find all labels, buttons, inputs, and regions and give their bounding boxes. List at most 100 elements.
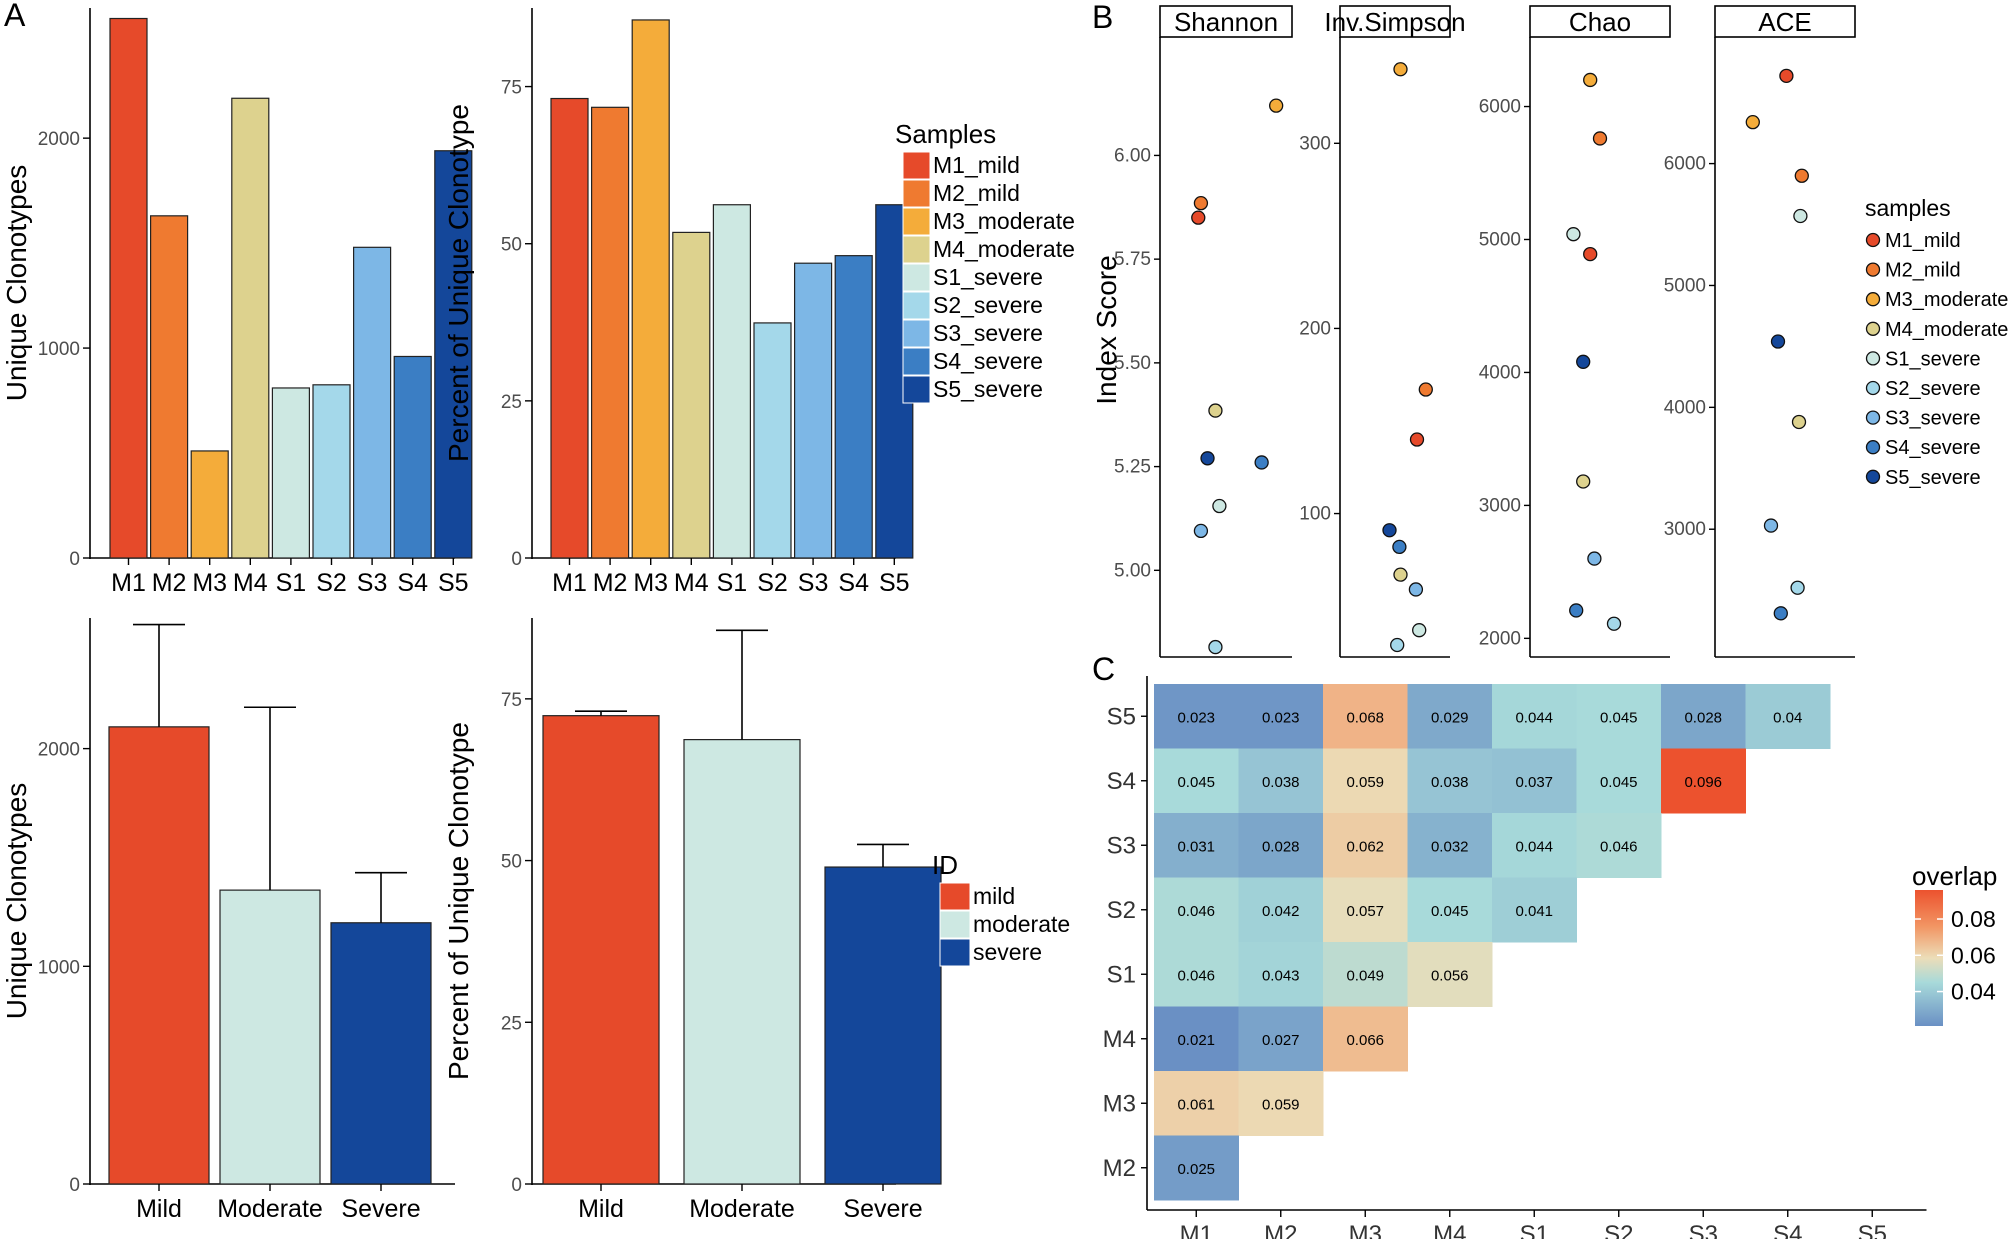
facet-invsimpson: Inv.Simpson 100 200 300 <box>1299 5 1466 658</box>
x-tick-label: S4 <box>838 569 869 597</box>
x-tick-label: M3 <box>633 569 668 597</box>
legend-label: M1_mild <box>1885 230 1961 252</box>
bar <box>393 355 432 559</box>
x-tick-label: S1 <box>717 569 748 597</box>
data-point <box>1408 582 1424 597</box>
x-tick-label: Severe <box>843 1195 922 1223</box>
y-tick-label: 5.50 <box>1114 353 1151 374</box>
heatmap-value: 0.038 <box>1262 774 1300 791</box>
y-axis-title: Percent of Unique Clonotype <box>443 104 474 462</box>
x-tick-label: S3 <box>357 569 388 597</box>
y-tick-label: 1000 <box>38 339 80 360</box>
data-point <box>1793 208 1808 224</box>
data-point <box>1566 227 1581 242</box>
facet-strip <box>1339 5 1451 38</box>
bar <box>590 106 630 559</box>
y-tick-label: 3000 <box>1664 519 1706 540</box>
y-tick-label: 75 <box>501 78 522 99</box>
legend-label: S5_severe <box>933 376 1043 402</box>
bar <box>712 204 752 559</box>
legend-swatch <box>1865 232 1881 248</box>
heatmap-cell <box>1238 813 1324 878</box>
facet-shannon: Shannon 5.00 5.25 5.50 5.75 6.00 <box>1114 5 1293 658</box>
panel-letter-b: B <box>1092 0 1113 35</box>
data-point <box>1794 168 1809 183</box>
facet-title: ACE <box>1758 7 1811 37</box>
heatmap-value: 0.045 <box>1431 903 1469 920</box>
x-tick-label: S3 <box>798 569 829 597</box>
heatmap-cell <box>1492 813 1577 878</box>
bar <box>683 739 801 1185</box>
bar <box>231 97 270 559</box>
heatmap-cell <box>1492 877 1577 943</box>
heatmap-cell <box>1661 748 1746 814</box>
data-point <box>1390 637 1405 653</box>
data-point <box>1393 62 1408 77</box>
legend-label: M2_mild <box>933 180 1020 206</box>
heatmap-value: 0.023 <box>1177 709 1215 726</box>
legend-swatch <box>1865 380 1881 396</box>
x-tick-label: M1 <box>1180 1221 1213 1239</box>
heatmap-cell <box>1154 1135 1239 1201</box>
heatmap-value: 0.028 <box>1262 838 1300 855</box>
heatmap-value: 0.045 <box>1600 709 1638 726</box>
y-tick-label: S1 <box>1107 961 1136 988</box>
data-point <box>1745 115 1760 130</box>
bar <box>542 715 660 1185</box>
legend-swatch <box>1865 440 1881 455</box>
legend-label: S2_severe <box>1885 378 1981 400</box>
heatmap-value: 0.059 <box>1346 774 1384 791</box>
data-point <box>1392 539 1407 555</box>
x-tick-label: M3 <box>192 569 227 597</box>
legend-label: mild <box>973 883 1015 909</box>
bar <box>550 97 589 559</box>
heatmap-value: 0.043 <box>1262 967 1300 984</box>
heatmap-value: 0.044 <box>1515 838 1553 855</box>
heatmap-cell <box>1323 813 1408 878</box>
y-tick-label: 25 <box>501 392 522 413</box>
y-axis-title: Index Score <box>1091 255 1122 404</box>
legend-swatch <box>902 319 931 348</box>
y-tick-label: 75 <box>501 690 522 711</box>
legend-swatch <box>902 375 931 404</box>
x-tick-label: S5 <box>1858 1221 1887 1239</box>
y-tick-label: 2000 <box>38 740 80 761</box>
heatmap-value: 0.025 <box>1177 1161 1215 1178</box>
y-tick-label: 2000 <box>38 129 80 150</box>
x-tick-label: M1 <box>552 569 587 597</box>
legend-label: M4_moderate <box>1885 319 2008 341</box>
data-point <box>1576 354 1591 369</box>
heatmap-value: 0.037 <box>1515 774 1553 791</box>
heatmap-value: 0.021 <box>1177 1032 1215 1049</box>
legend: Samples M1_mildM2_mildM3_moderateM4_moder… <box>895 119 1075 404</box>
facet-chao: Chao 2000 3000 4000 5000 6000 <box>1479 5 1671 658</box>
x-tick-label: S3 <box>1689 1221 1718 1239</box>
heatmap-cell <box>1323 942 1408 1007</box>
panel-c: 0.023 0.023 0.068 0.029 0.044 0.045 0.028 0.04 0… <box>1103 676 1997 1239</box>
heatmap-cell <box>1407 942 1493 1007</box>
heatmap-cell <box>1576 813 1662 878</box>
heatmap-value: 0.028 <box>1684 709 1722 726</box>
legend-swatch <box>902 235 931 264</box>
heatmap-cell <box>1154 813 1239 878</box>
x-tick-label: S4 <box>397 569 428 597</box>
legend-label: S4_severe <box>933 348 1043 374</box>
heatmap-cell <box>1154 1006 1239 1072</box>
legend-title: Samples <box>895 119 996 149</box>
legend-swatch <box>939 938 971 967</box>
bar <box>793 262 833 559</box>
facet-title: Inv.Simpson <box>1324 7 1465 37</box>
heatmap-value: 0.029 <box>1431 709 1469 726</box>
legend-swatch <box>1865 351 1881 366</box>
data-point <box>1576 474 1591 489</box>
bar <box>109 17 148 559</box>
heatmap-cell <box>1154 1071 1239 1136</box>
x-tick-label: Severe <box>341 1195 420 1223</box>
legend-label: moderate <box>973 911 1070 937</box>
heatmap-cell <box>1576 684 1662 749</box>
x-tick-label: S2 <box>757 569 788 597</box>
legend-label: S3_severe <box>933 320 1043 346</box>
bar <box>330 922 432 1185</box>
heatmap-value: 0.059 <box>1262 1096 1300 1113</box>
